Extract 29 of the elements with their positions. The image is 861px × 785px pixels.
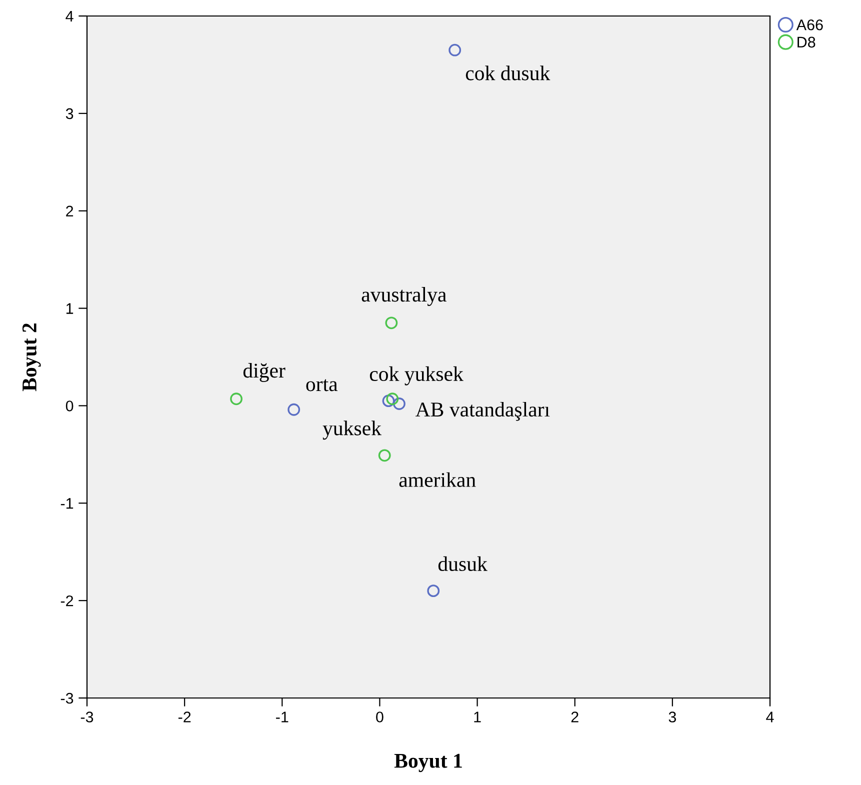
y-tick-label: 0	[66, 400, 74, 412]
x-tick-label: -1	[276, 712, 288, 722]
y-tick-label: -3	[60, 692, 74, 704]
annotation: orta	[306, 379, 338, 392]
legend-label: A66	[796, 19, 823, 30]
legend-label: D8	[798, 36, 816, 48]
x-tick-label: 2	[571, 712, 578, 722]
x-tick-label: -2	[178, 712, 191, 722]
x-tick-label: 4	[766, 712, 774, 722]
y-tick-label: 2	[66, 206, 74, 216]
x-tick-label: 3	[668, 712, 676, 722]
annotation: amerikan	[399, 472, 476, 488]
y-tick-label: -2	[60, 595, 74, 606]
annotation: cok dusuk	[466, 66, 550, 80]
annotation: cok yuksek	[370, 366, 464, 386]
annotation: AB vatandaşları	[415, 402, 550, 421]
y-tick-label: -1	[60, 498, 74, 509]
y-tick-label: 1	[66, 303, 74, 314]
x-tick-label: 1	[474, 712, 481, 722]
annotation: yuksek	[322, 420, 382, 440]
annotation: avustralya	[362, 287, 446, 306]
annotation: diğer	[243, 363, 286, 382]
y-tick-label: 3	[66, 108, 74, 120]
annotation: dusuk	[438, 556, 488, 572]
x-axis-title: Boyut 1	[394, 754, 462, 772]
x-tick-label: -3	[80, 712, 94, 722]
y-tick-label: 4	[66, 11, 74, 22]
y-axis-title: Boyut 2	[22, 323, 41, 392]
x-tick-label: 0	[376, 712, 384, 722]
